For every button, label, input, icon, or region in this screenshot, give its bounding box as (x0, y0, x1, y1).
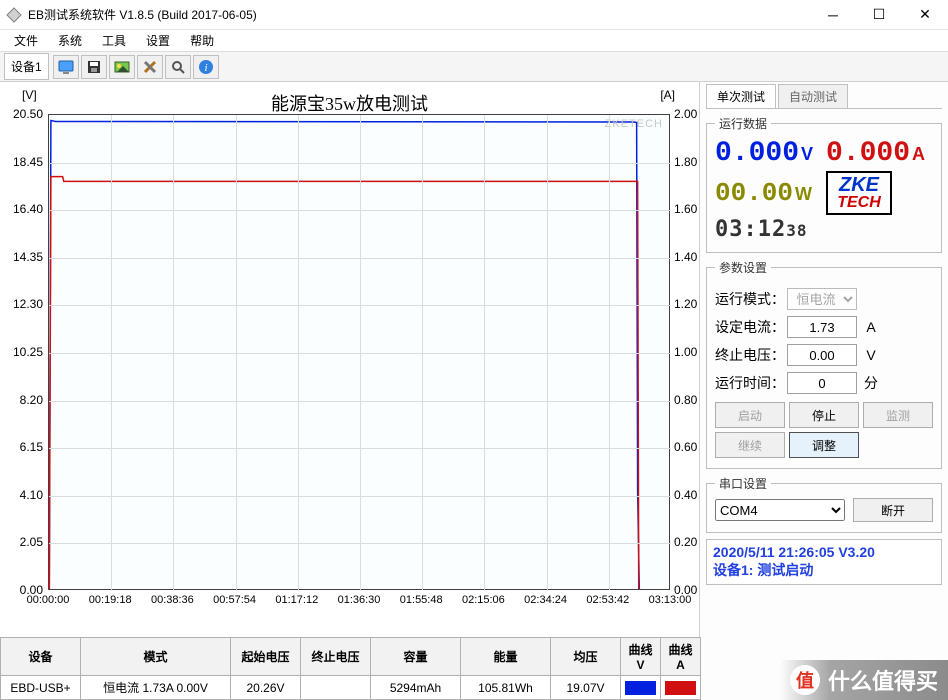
td-vend (301, 676, 371, 700)
mode-label: 运行模式： (715, 289, 787, 309)
close-button[interactable]: ✕ (902, 0, 948, 29)
display-current: 0.000 (826, 138, 910, 169)
chart-pane: [V] 能源宝35w放电测试 [A] ZKETECH 0.000.002.050… (0, 82, 700, 700)
svg-text:i: i (204, 62, 207, 74)
td-mode: 恒电流 1.73A 0.00V (81, 676, 231, 700)
com-legend: 串口设置 (715, 475, 771, 492)
watermark-icon: 值 (790, 665, 820, 695)
runtime-label: 运行时间： (715, 373, 787, 393)
continue-button[interactable]: 继续 (715, 432, 785, 458)
td-vavg: 19.07V (551, 676, 621, 700)
chart-plot: ZKETECH (48, 114, 670, 590)
td-capacity: 5294mAh (371, 676, 461, 700)
runtime-unit: 分 (861, 373, 881, 393)
image-icon[interactable] (109, 55, 135, 79)
page-watermark: 值 什么值得买 (780, 660, 948, 700)
status-message: 设备1: 测试启动 (713, 560, 935, 580)
disconnect-button[interactable]: 断开 (853, 498, 933, 522)
display-voltage: 0.000 (715, 138, 799, 169)
display-power-unit: W (795, 184, 812, 205)
stop-button[interactable]: 停止 (789, 402, 859, 428)
monitor-button[interactable]: 监测 (863, 402, 933, 428)
th-mode: 模式 (81, 638, 231, 676)
menu-tools[interactable]: 工具 (92, 32, 136, 49)
status-box: 2020/5/11 21:26:05 V3.20 设备1: 测试启动 (706, 539, 942, 585)
setcur-label: 设定电流： (715, 317, 787, 337)
display-elapsed: 03:1238 (715, 217, 933, 242)
start-button[interactable]: 启动 (715, 402, 785, 428)
chart-watermark: ZKETECH (605, 118, 663, 130)
setcur-unit: A (861, 319, 881, 335)
side-pane: 单次测试 自动测试 运行数据 0.000 V 0.000 A 00.00 W (700, 82, 948, 700)
run-data-legend: 运行数据 (715, 115, 771, 132)
td-vstart: 20.26V (231, 676, 301, 700)
th-vstart: 起始电压 (231, 638, 301, 676)
toolbar: 设备1 i (0, 52, 948, 82)
search-icon[interactable] (165, 55, 191, 79)
menu-settings[interactable]: 设置 (136, 32, 180, 49)
th-energy: 能量 (461, 638, 551, 676)
monitor-icon[interactable] (53, 55, 79, 79)
save-icon[interactable] (81, 55, 107, 79)
tab-auto[interactable]: 自动测试 (778, 84, 848, 108)
com-group: 串口设置 COM4 断开 (706, 475, 942, 533)
com-select[interactable]: COM4 (715, 499, 845, 521)
status-timestamp: 2020/5/11 21:26:05 V3.20 (713, 544, 935, 560)
th-curvev: 曲线V (621, 638, 661, 676)
minimize-button[interactable]: ─ (810, 0, 856, 29)
info-icon[interactable]: i (193, 55, 219, 79)
chart-wrap: [V] 能源宝35w放电测试 [A] ZKETECH 0.000.002.050… (0, 82, 699, 625)
app-icon (6, 7, 22, 23)
data-table: 设备 模式 起始电压 终止电压 容量 能量 均压 曲线V 曲线A EBD-USB… (0, 637, 701, 700)
display-voltage-unit: V (801, 144, 813, 165)
td-swatch-v (621, 676, 661, 700)
td-energy: 105.81Wh (461, 676, 551, 700)
watermark-text: 什么值得买 (828, 664, 938, 696)
table-row: EBD-USB+ 恒电流 1.73A 0.00V 20.26V 5294mAh … (1, 676, 701, 700)
zke-logo: ZKETECH (826, 171, 892, 215)
table-header-row: 设备 模式 起始电压 终止电压 容量 能量 均压 曲线V 曲线A (1, 638, 701, 676)
menu-file[interactable]: 文件 (4, 32, 48, 49)
stopv-input[interactable] (787, 344, 857, 366)
th-vend: 终止电压 (301, 638, 371, 676)
tools-icon[interactable] (137, 55, 163, 79)
chart-title: 能源宝35w放电测试 (0, 90, 699, 116)
setcur-input[interactable] (787, 316, 857, 338)
th-device: 设备 (1, 638, 81, 676)
stopv-label: 终止电压： (715, 345, 787, 365)
param-group: 参数设置 运行模式： 恒电流 设定电流： A 终止电压： V 运行时间： 分 (706, 259, 942, 469)
stopv-unit: V (861, 347, 881, 363)
display-current-unit: A (912, 144, 925, 165)
mode-select[interactable]: 恒电流 (787, 288, 857, 310)
menu-help[interactable]: 帮助 (180, 32, 224, 49)
th-curvea: 曲线A (661, 638, 701, 676)
td-device: EBD-USB+ (1, 676, 81, 700)
menubar: 文件 系统 工具 设置 帮助 (0, 30, 948, 52)
th-vavg: 均压 (551, 638, 621, 676)
window-title: EB测试系统软件 V1.8.5 (Build 2017-06-05) (28, 6, 810, 23)
maximize-button[interactable]: ☐ (856, 0, 902, 29)
td-swatch-a (661, 676, 701, 700)
tab-single[interactable]: 单次测试 (706, 84, 776, 108)
runtime-input[interactable] (787, 372, 857, 394)
device-tab[interactable]: 设备1 (4, 53, 49, 80)
adjust-button[interactable]: 调整 (789, 432, 859, 458)
titlebar: EB测试系统软件 V1.8.5 (Build 2017-06-05) ─ ☐ ✕ (0, 0, 948, 30)
run-data-group: 运行数据 0.000 V 0.000 A 00.00 W ZKETECH (706, 115, 942, 253)
param-legend: 参数设置 (715, 259, 771, 276)
side-tabs: 单次测试 自动测试 (706, 84, 942, 109)
main: [V] 能源宝35w放电测试 [A] ZKETECH 0.000.002.050… (0, 82, 948, 700)
window-controls: ─ ☐ ✕ (810, 0, 948, 29)
display-power: 00.00 (715, 178, 793, 208)
y-unit-right: [A] (660, 88, 675, 102)
th-capacity: 容量 (371, 638, 461, 676)
menu-system[interactable]: 系统 (48, 32, 92, 49)
